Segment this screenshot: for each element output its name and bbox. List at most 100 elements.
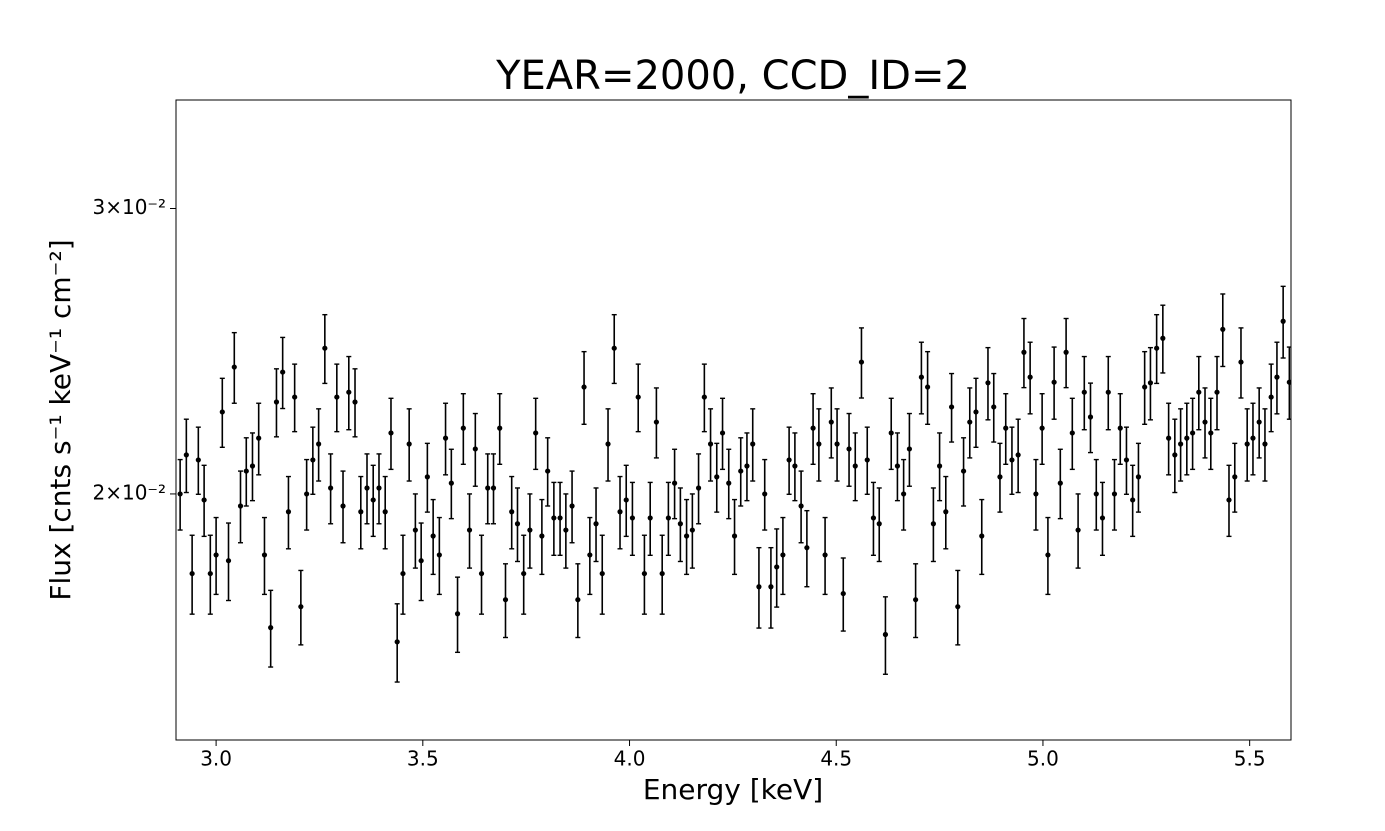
data-point	[864, 457, 870, 463]
data-point	[509, 509, 515, 515]
data-point	[804, 545, 810, 551]
data-point	[876, 521, 882, 527]
data-point	[1087, 414, 1094, 420]
data-point	[521, 570, 527, 577]
data-point	[382, 509, 388, 515]
data-point	[485, 485, 491, 491]
data-point	[376, 485, 382, 491]
data-point	[358, 509, 364, 515]
data-point	[273, 399, 280, 405]
data-point	[527, 527, 533, 533]
data-point	[1111, 491, 1118, 497]
data-point	[448, 480, 454, 486]
plot-area	[177, 285, 1291, 683]
data-point	[285, 509, 292, 515]
data-point	[1021, 349, 1027, 355]
data-point	[870, 515, 877, 521]
data-point	[1190, 430, 1196, 436]
data-point	[714, 474, 720, 480]
data-point	[1184, 435, 1190, 441]
data-point	[1172, 452, 1178, 458]
data-point	[846, 446, 852, 452]
x-tick-label: 5.0	[1027, 747, 1059, 771]
data-point	[502, 597, 509, 603]
data-point	[786, 457, 792, 463]
data-point	[237, 503, 244, 509]
data-point	[1244, 441, 1250, 447]
data-point	[1135, 474, 1142, 480]
data-point	[1051, 379, 1057, 385]
data-point	[774, 564, 780, 570]
data-point	[304, 491, 310, 497]
data-point	[581, 384, 587, 390]
data-point	[1268, 394, 1274, 400]
data-point	[1069, 430, 1075, 436]
data-point	[424, 474, 430, 480]
data-point	[750, 441, 756, 447]
data-point	[1105, 389, 1111, 395]
data-point	[756, 584, 762, 590]
data-point	[514, 521, 521, 527]
data-point	[1142, 384, 1148, 390]
data-point	[195, 457, 201, 463]
data-point	[261, 552, 268, 558]
data-point	[340, 503, 346, 509]
data-point	[406, 441, 412, 447]
data-point	[442, 435, 449, 441]
data-point	[948, 404, 955, 410]
data-point	[683, 533, 690, 539]
data-point	[249, 463, 256, 469]
data-point	[1208, 430, 1214, 436]
x-tick-label: 3.5	[407, 747, 439, 771]
data-point	[412, 527, 418, 533]
data-point	[557, 515, 563, 521]
data-point	[943, 509, 949, 515]
data-point	[1178, 441, 1184, 447]
data-point	[707, 441, 714, 447]
data-point	[563, 527, 569, 533]
data-point	[852, 463, 858, 469]
data-point	[1256, 419, 1262, 425]
data-point	[629, 515, 636, 521]
data-point	[701, 394, 707, 400]
data-point	[822, 552, 828, 558]
data-point	[243, 468, 249, 474]
data-point	[539, 533, 545, 539]
data-point	[906, 446, 913, 452]
data-point	[466, 527, 473, 533]
data-point	[991, 404, 997, 410]
data-point	[1063, 349, 1069, 355]
data-point	[599, 570, 605, 577]
data-point	[677, 521, 683, 527]
data-point	[1117, 425, 1123, 431]
data-point	[292, 394, 298, 400]
data-point	[256, 435, 262, 441]
data-point	[460, 425, 466, 431]
data-point	[828, 419, 834, 425]
data-point	[882, 631, 889, 638]
data-point	[569, 503, 575, 509]
x-tick-label: 4.5	[820, 747, 852, 771]
x-tick-label: 4.0	[614, 747, 646, 771]
data-point	[316, 441, 322, 447]
data-point	[955, 604, 961, 610]
data-point	[183, 452, 189, 458]
data-point	[671, 480, 678, 486]
data-point	[888, 430, 894, 436]
data-point	[1099, 515, 1106, 521]
data-point	[388, 430, 394, 436]
data-point	[611, 345, 617, 351]
data-point	[551, 515, 557, 521]
x-axis-label: Energy [keV]	[643, 773, 823, 806]
data-point	[268, 625, 274, 631]
data-point	[1226, 497, 1232, 503]
data-point	[364, 485, 370, 491]
data-point	[1202, 419, 1208, 425]
data-point	[334, 394, 340, 400]
data-point	[394, 639, 400, 645]
data-point	[659, 570, 665, 577]
data-point	[689, 527, 695, 533]
data-point	[798, 503, 804, 509]
data-point	[177, 491, 183, 497]
